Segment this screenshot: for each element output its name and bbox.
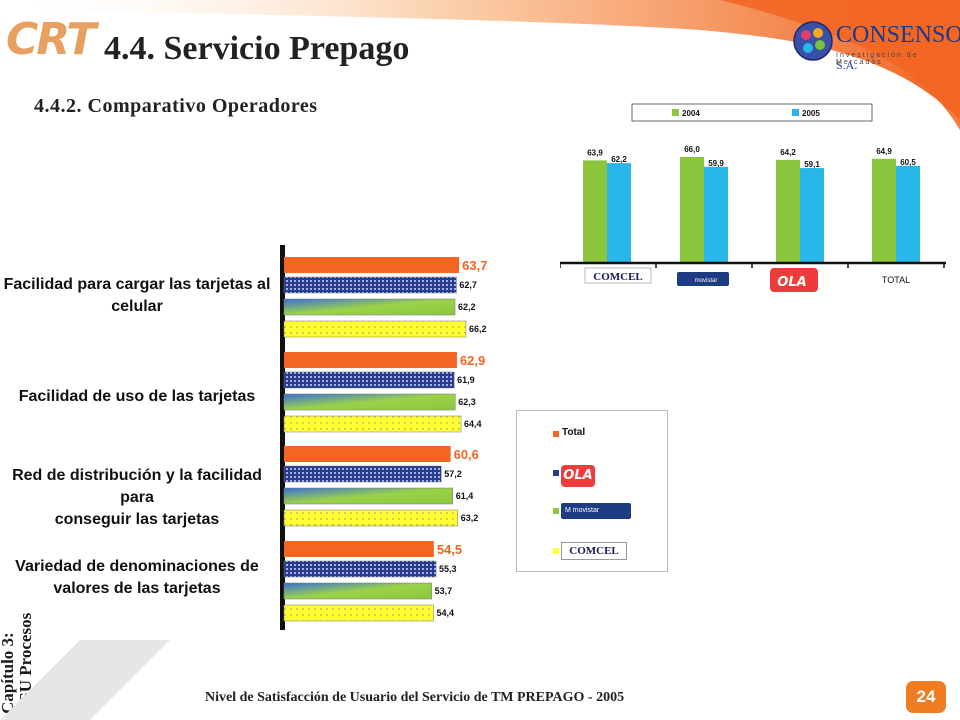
top-bar-label-s1-c1: 59,9 — [708, 159, 724, 168]
top-category-label-2: OLA — [777, 275, 806, 290]
top-legend-label-1: 2005 — [802, 109, 820, 118]
top-bar-label-s0-c0: 63,9 — [587, 148, 603, 157]
top-legend-label-0: 2004 — [682, 109, 700, 118]
bar-s3-c3 — [283, 604, 434, 622]
comcel-logo-icon — [584, 267, 652, 284]
operator-comparison-chart: 2004 2005 63,9 66,0 64,2 64,9 62,2 59,9 59,1 60,5… — [560, 103, 946, 292]
top-legend-swatch-0 — [672, 109, 679, 116]
top-bar-label-s1-c2: 59,1 — [804, 160, 820, 169]
bar-s0-c2 — [284, 446, 451, 462]
top-legend-box — [631, 103, 873, 122]
top-bar-s0-c3 — [872, 158, 896, 263]
bar-s1-c3 — [283, 560, 437, 578]
satisfaction-attributes-chart: 63,7 62,9 60,6 54,5 62,7 61,9 57,2 55,3 62,2 62,3… — [280, 245, 487, 630]
category-label-line: celular — [111, 298, 163, 315]
main-chart-axis — [280, 245, 285, 630]
category-label-1: Facilidad de uso de las tarjetas — [2, 386, 272, 408]
consenso-sa: S.A. — [836, 58, 858, 72]
bar-s3-c2 — [283, 509, 459, 527]
consenso-logo: CONSENSO S.A. Investigación de Mercados — [792, 20, 960, 72]
top-bar-label-s0-c1: 66,0 — [684, 145, 700, 154]
bar-label-s1-c3: 55,3 — [439, 564, 457, 574]
top-category-label-0: COMCEL — [593, 271, 643, 283]
movistar-logo-icon: M movistar — [561, 503, 631, 519]
bar-label-s1-c1: 61,9 — [457, 375, 475, 385]
category-label-line: Facilidad para cargar las tarjetas al — [3, 276, 271, 293]
bar-label-s2-c1: 62,3 — [458, 397, 476, 407]
top-bar-label-s1-c3: 60,5 — [900, 158, 916, 167]
bar-label-s2-c3: 53,7 — [435, 586, 453, 596]
consenso-brand: CONSENSO — [836, 22, 960, 48]
legend-swatch-comcel — [553, 548, 559, 554]
top-bar-label-s0-c3: 64,9 — [876, 147, 892, 156]
category-label-line: Red de distribución y la facilidad para — [12, 467, 262, 506]
bar-label-s0-c2: 60,6 — [454, 447, 479, 462]
bar-label-s0-c3: 54,5 — [437, 542, 462, 557]
bar-label-s3-c3: 54,4 — [437, 608, 455, 618]
bar-s1-c0 — [283, 276, 457, 294]
bar-s2-c1 — [283, 393, 456, 411]
top-bar-s0-c1 — [680, 157, 704, 263]
bar-s2-c2 — [283, 487, 454, 505]
bar-s0-c0 — [284, 257, 460, 273]
bar-label-s2-c0: 62,2 — [458, 302, 476, 312]
category-label-line: Facilidad de uso de las tarjetas — [18, 388, 256, 405]
ola-logo-icon — [770, 268, 818, 292]
bar-label-s1-c0: 62,7 — [459, 280, 477, 290]
bar-label-s1-c2: 57,2 — [444, 469, 462, 479]
consenso-tagline: Investigación de Mercados — [836, 52, 919, 66]
top-bar-s0-c0 — [583, 160, 607, 263]
top-bar-s0-c2 — [776, 159, 800, 263]
comcel-logo-icon: COMCEL — [561, 542, 627, 560]
bar-s0-c3 — [284, 541, 434, 557]
top-category-label-3: TOTAL — [882, 275, 910, 285]
top-category-label-1: movistar — [695, 278, 718, 284]
page-number: 24 — [906, 681, 946, 713]
footer-stripe — [0, 640, 170, 720]
bar-s2-c3 — [283, 582, 432, 600]
top-bar-label-s1-c0: 62,2 — [611, 155, 627, 164]
bar-s1-c1 — [283, 371, 455, 389]
legend-swatch-ola — [553, 470, 559, 476]
bar-label-s3-c1: 64,4 — [464, 419, 482, 429]
consenso-globe-icon — [793, 21, 833, 61]
top-bar-s1-c0 — [607, 163, 631, 263]
footer-text: Nivel de Satisfacción de Usuario del Ser… — [205, 690, 625, 705]
top-chart-category-logos: COMCEL movistar OLA TOTAL — [584, 267, 910, 292]
category-label-2: Red de distribución y la facilidad para c… — [2, 465, 272, 531]
bar-label-s0-c1: 62,9 — [460, 353, 485, 368]
legend-swatch-total — [553, 431, 559, 437]
legend-label-total: Total — [562, 427, 586, 438]
legend-swatch-movistar — [553, 508, 559, 514]
ola-logo-icon: OLA — [561, 465, 595, 487]
top-bar-s1-c1 — [704, 166, 728, 263]
top-bar-label-s0-c2: 64,2 — [780, 148, 796, 157]
crt-logo: CRT — [6, 14, 96, 65]
main-chart-legend: Total OLA M movistar COMCEL — [516, 410, 668, 572]
bar-s0-c1 — [284, 352, 457, 368]
bar-s1-c2 — [283, 465, 442, 483]
top-bar-s1-c3 — [896, 165, 920, 263]
category-label-line: Variedad de denominaciones de — [15, 558, 259, 575]
bar-s3-c0 — [283, 320, 467, 338]
category-label-3: Variedad de denominaciones de valores de … — [2, 556, 272, 600]
bar-label-s0-c0: 63,7 — [462, 258, 487, 273]
bar-s3-c1 — [283, 415, 462, 433]
category-label-line: conseguir las tarjetas — [54, 511, 220, 528]
top-legend-swatch-1 — [792, 109, 799, 116]
top-bar-s1-c2 — [800, 168, 824, 263]
category-label-line: valores de las tarjetas — [53, 580, 221, 597]
bar-label-s3-c2: 63,2 — [461, 513, 479, 523]
bar-label-s2-c2: 61,4 — [456, 491, 474, 501]
bar-s2-c0 — [283, 298, 456, 316]
category-label-0: Facilidad para cargar las tarjetas al cel… — [2, 274, 272, 318]
bar-label-s3-c0: 66,2 — [469, 324, 487, 334]
movistar-logo-icon — [677, 272, 729, 286]
page-title: 4.4. Servicio Prepago — [104, 30, 410, 67]
page-subtitle: 4.4.2. Comparativo Operadores — [34, 95, 318, 117]
